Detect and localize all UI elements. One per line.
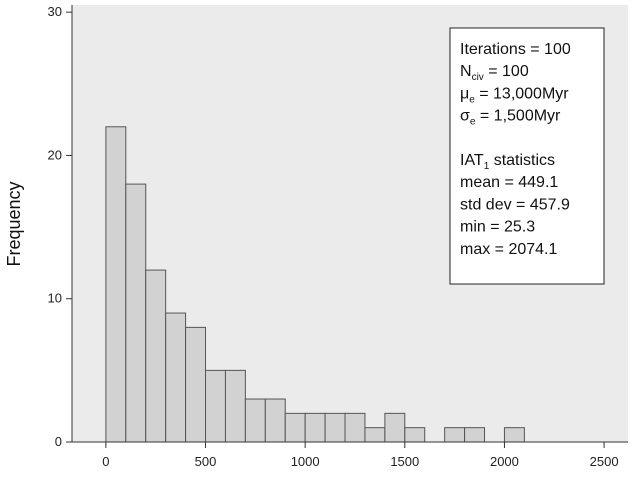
stats-annotation-line: Nciv = 100 [460, 63, 529, 83]
histogram-bar [244, 398, 266, 443]
y-tick-label: 20 [48, 147, 62, 162]
annotation-text: = 13,000Myr [475, 85, 570, 102]
histogram-bar [404, 427, 426, 443]
x-ticks-group: 0 500 1000 1500 2000 2500 [102, 442, 619, 469]
histogram-bar [165, 312, 187, 443]
histogram-bar [205, 369, 226, 443]
stats-annotation-line: mean = 449.1 [460, 174, 558, 191]
histogram-bar [464, 427, 486, 443]
histogram-bar [105, 126, 127, 443]
annotation-subscript: civ [472, 72, 484, 83]
x-tick-label: 0 [102, 454, 109, 469]
annotation-text: = 100 [484, 63, 529, 80]
annotation-subscript: 1 [484, 161, 490, 172]
histogram-bar [145, 269, 167, 443]
annotation-text: std dev = 457.9 [460, 196, 570, 213]
annotation-text: statistics [489, 152, 555, 169]
histogram-bar [344, 412, 366, 443]
histogram-bar [384, 412, 406, 443]
stats-annotation-line: min = 25.3 [460, 219, 535, 236]
histogram-bar [125, 183, 147, 443]
x-tick-label: 1500 [390, 454, 419, 469]
y-tick-label: 30 [48, 4, 62, 19]
x-tick-label: 2000 [490, 454, 519, 469]
stats-annotation-line: μe = 13,000Myr [460, 85, 569, 105]
x-tick-label: 500 [195, 454, 217, 469]
histogram-bar [264, 398, 286, 443]
annotation-text: mean = 449.1 [460, 174, 558, 191]
y-tick-label: 0 [55, 434, 62, 449]
histogram-bar [185, 326, 207, 443]
annotation-text: μ [460, 85, 469, 102]
stats-annotation-line: std dev = 457.9 [460, 196, 570, 213]
annotation-text: N [460, 63, 472, 80]
histogram-bar [284, 412, 306, 443]
y-ticks-group: 0 10 20 30 [48, 4, 72, 449]
histogram-bar [503, 427, 525, 443]
histogram-bar [304, 412, 326, 443]
annotation-subscript: e [470, 117, 476, 128]
annotation-text: σ [460, 108, 470, 125]
stats-annotation-line: Iterations = 100 [460, 41, 571, 58]
stats-annotation-line: max = 2074.1 [460, 241, 558, 258]
annotation-text: IAT [460, 152, 484, 169]
y-tick-label: 10 [48, 291, 62, 306]
bars-group [105, 126, 525, 443]
stats-annotation-line: σe = 1,500Myr [460, 108, 561, 128]
stats-annotation-line: IAT1 statistics [460, 152, 555, 172]
annotation-text: min = 25.3 [460, 219, 535, 236]
axes-group [71, 5, 628, 443]
x-tick-label: 2500 [590, 454, 619, 469]
histogram-bar [444, 427, 466, 443]
annotation-text: Iterations = 100 [460, 41, 571, 58]
histogram-bar [224, 369, 246, 443]
histogram-bar [324, 412, 346, 443]
histogram-bar [364, 427, 386, 443]
annotation-text: max = 2074.1 [460, 241, 558, 258]
y-axis-title: Frequency [4, 181, 24, 266]
annotation-subscript: e [469, 94, 475, 105]
annotation-text: = 1,500Myr [475, 108, 561, 125]
stats-annotation-frame [449, 27, 605, 285]
x-tick-label: 1000 [291, 454, 320, 469]
